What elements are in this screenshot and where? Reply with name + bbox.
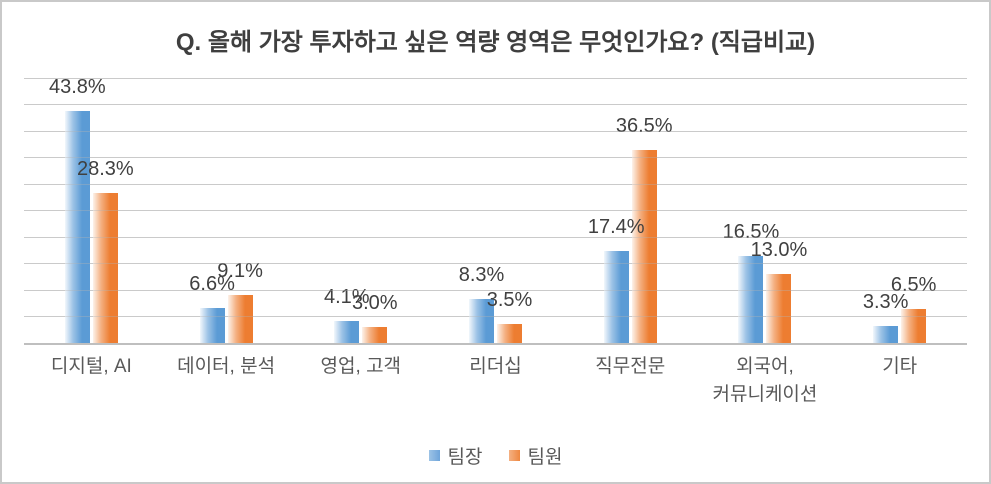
- category-group-4: 17.4% 36.5%: [563, 78, 698, 343]
- gridline: [24, 130, 967, 132]
- gridline: [24, 183, 967, 185]
- bar-s1-c4: 36.5%: [616, 115, 673, 343]
- bar-value-label: 28.3%: [77, 158, 134, 181]
- bar-value-label: 3.5%: [486, 289, 533, 312]
- gridline: [24, 316, 967, 317]
- category-label-1: 데이터, 분석: [177, 356, 276, 377]
- legend-item-1: 팀원: [508, 442, 563, 469]
- gridline: [24, 236, 967, 238]
- gridline: [24, 263, 967, 264]
- category-group-6: 3.3% 6.5%: [832, 78, 967, 343]
- bar-value-label: 8.3%: [458, 264, 505, 287]
- legend: 팀장 팀원: [2, 442, 989, 469]
- gridline: [24, 77, 967, 79]
- bar-s1-c5: 13.0%: [751, 239, 807, 343]
- plot-area: 43.8% 28.3% 6.6% 9.1% 4.1% 3.0% 8.3% 3.5% 17.4% 3…: [24, 76, 967, 345]
- legend-swatch-icon: [428, 450, 440, 461]
- bar-value-label: 36.5%: [615, 114, 673, 137]
- bar-s1-c0: 28.3%: [77, 158, 134, 343]
- bar-s1-c6: 6.5%: [891, 274, 936, 343]
- bar-groups: 43.8% 28.3% 6.6% 9.1% 4.1% 3.0% 8.3% 3.5% 17.4% 3…: [24, 76, 967, 343]
- gridline: [24, 236, 967, 238]
- gridline: [24, 183, 967, 185]
- category-label-3: 리더십: [469, 356, 522, 377]
- category-group-2: 4.1% 3.0%: [293, 78, 428, 343]
- gridline: [24, 210, 967, 211]
- category-group-0: 43.8% 28.3%: [24, 76, 159, 343]
- bar-value-label: 9.1%: [217, 259, 263, 282]
- bar-s0-c3: 8.3%: [459, 264, 504, 343]
- gridline: [24, 263, 967, 264]
- gridline: [24, 130, 967, 132]
- legend-label: 팀장: [447, 447, 483, 468]
- bar-s1-c2: 3.0%: [352, 292, 398, 343]
- legend-swatch-icon: [508, 450, 520, 461]
- bar-s0-c0: 43.8%: [49, 76, 106, 343]
- bar-value-label: 4.1%: [324, 286, 370, 309]
- gridline: [24, 316, 967, 317]
- bar-s0-c5: 16.5%: [723, 221, 779, 343]
- category-group-5: 16.5% 13.0%: [698, 78, 833, 343]
- bar-value-label: 16.5%: [722, 220, 780, 243]
- gridline: [24, 157, 967, 158]
- gridline: [24, 289, 967, 291]
- legend-item-0: 팀장: [428, 442, 483, 469]
- category-label-2: 영업, 고객: [320, 356, 402, 377]
- gridline: [24, 157, 967, 158]
- bar-s1-c1: 9.1%: [217, 260, 263, 343]
- bar-s0-c4: 17.4%: [588, 216, 645, 343]
- gridline: [24, 289, 967, 291]
- legend-label: 팀원: [527, 447, 563, 468]
- bar-s1-c3: 3.5%: [487, 289, 532, 343]
- bar-value-label: 3.3%: [862, 290, 909, 313]
- bar-s0-c6: 3.3%: [863, 291, 908, 343]
- category-group-1: 6.6% 9.1%: [159, 78, 294, 343]
- category-label-6: 기타: [882, 356, 918, 377]
- category-label-5: 외국어, 커뮤니케이션: [712, 356, 818, 405]
- category-group-3: 8.3% 3.5%: [428, 78, 563, 343]
- bar-value-label: 17.4%: [587, 215, 645, 238]
- chart-title: Q. 올해 가장 투자하고 싶은 역량 영역은 무엇인가요? (직급비교): [175, 29, 816, 56]
- gridline: [24, 77, 967, 79]
- gridline: [24, 104, 967, 105]
- bar-s0-c2: 4.1%: [324, 286, 370, 343]
- bar-value-label: 43.8%: [49, 75, 106, 98]
- bar-s0-c1: 6.6%: [189, 273, 235, 343]
- gridline: [24, 210, 967, 211]
- gridline: [24, 104, 967, 105]
- category-label-4: 직무전문: [595, 356, 666, 377]
- bar-value-label: 6.5%: [890, 273, 937, 296]
- bar-value-label: 3.0%: [352, 292, 398, 315]
- bar-value-label: 13.0%: [750, 239, 808, 262]
- bar-value-label: 6.6%: [189, 273, 235, 296]
- x-axis-labels: 디지털, AI 데이터, 분석 영업, 고객 리더십 직무전문 외국어, 커뮤니케이션 기타: [24, 353, 967, 408]
- category-label-0: 디지털, AI: [50, 356, 132, 377]
